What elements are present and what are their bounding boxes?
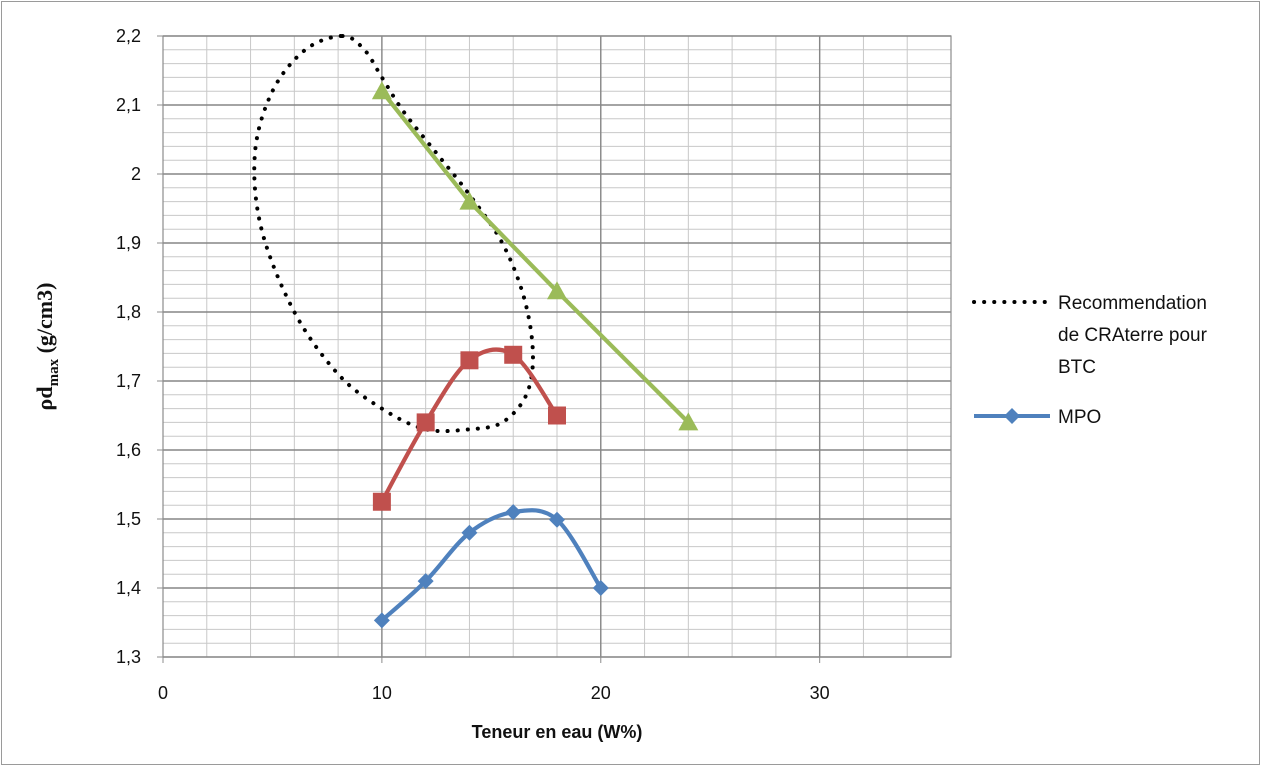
y-tick-label: 1,4: [116, 578, 141, 598]
data-point-diamond: [549, 511, 565, 528]
data-point-triangle: [547, 281, 567, 300]
data-point-diamond: [417, 573, 434, 590]
series-3: [373, 504, 609, 629]
y-axis-title-base: ρd: [32, 386, 57, 410]
data-point-diamond: [592, 580, 609, 596]
y-tick-label: 1,7: [116, 371, 141, 391]
y-tick-label: 1,5: [116, 509, 141, 529]
x-tick-label: 30: [810, 683, 830, 703]
legend-label-mpo: MPO: [1058, 407, 1101, 428]
series-line: [252, 34, 535, 434]
data-point-square: [372, 492, 391, 511]
y-axis-title-unit: (g/cm3): [32, 283, 57, 359]
y-tick-label: 2,1: [116, 95, 141, 115]
data-point-diamond: [461, 524, 478, 541]
data-point-square: [416, 413, 435, 432]
series-layer: [252, 34, 699, 629]
minor-grid: [163, 36, 951, 657]
legend-label-recommendation-line: Recommendation: [1058, 293, 1207, 314]
data-point-square: [460, 351, 479, 370]
data-point-triangle: [459, 191, 480, 210]
x-tick-label: 20: [591, 683, 611, 703]
data-point-square: [548, 406, 566, 425]
legend-label-recommendation-line: de CRAterre pour: [1058, 325, 1208, 346]
data-point-triangle: [371, 81, 392, 100]
y-tick-label: 2,2: [116, 26, 141, 46]
legend: Recommendation de CRAterre pour BTC MPO: [972, 293, 1208, 428]
y-tick-label: 2: [131, 164, 141, 184]
legend-label-recommendation-line: BTC: [1058, 357, 1096, 378]
data-point-triangle: [678, 412, 699, 431]
series-2: [372, 345, 566, 511]
series-1: [371, 81, 699, 431]
data-point-diamond: [505, 504, 522, 521]
y-axis-ticks: 1,3 1,4 1,5 1,6 1,7 1,8 1,9 2 2,1 2,2: [116, 26, 163, 667]
series-0: [252, 34, 535, 434]
y-axis-title-subscript: max: [46, 358, 62, 386]
data-point-diamond: [373, 612, 390, 629]
data-point-diamond: [1004, 408, 1020, 424]
x-tick-label: 10: [372, 683, 392, 703]
y-tick-label: 1,9: [116, 233, 141, 253]
series-line: [379, 508, 603, 623]
y-axis-title: ρdmax (g/cm3): [32, 283, 62, 411]
x-tick-label: 0: [158, 683, 168, 703]
x-axis-title: Teneur en eau (W%): [472, 722, 643, 742]
y-tick-label: 1,6: [116, 440, 141, 460]
y-tick-label: 1,8: [116, 302, 141, 322]
y-tick-label: 1,3: [116, 647, 141, 667]
x-axis-ticks: 0 10 20 30: [158, 657, 830, 703]
series-line: [379, 89, 691, 425]
data-point-square: [504, 345, 523, 364]
plot-area: [162, 35, 952, 658]
